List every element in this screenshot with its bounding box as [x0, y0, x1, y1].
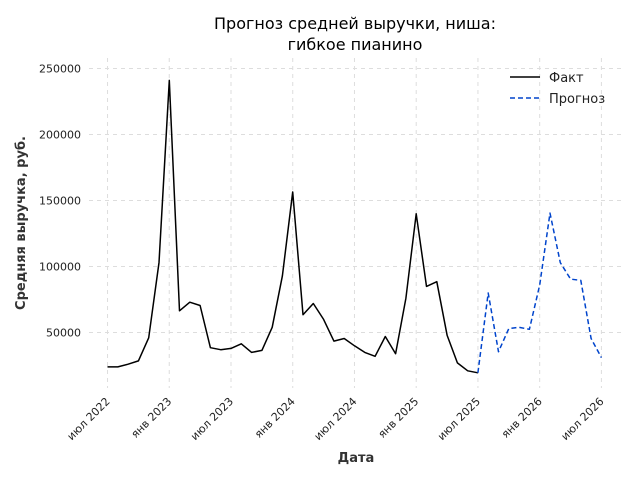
y-axis-label: Средняя выручка, руб. [14, 136, 29, 310]
x-tick-label: янв 2023 [129, 395, 175, 441]
x-axis-ticks: июл 2022 янв 2023 июл 2023 янв 2024 июл 2024… [65, 395, 607, 443]
chart-title-line-2: гибкое пианино [288, 35, 423, 54]
x-tick-label: июл 2026 [559, 395, 607, 443]
y-tick-label: 150000 [39, 195, 81, 208]
legend: Факт Прогноз [510, 71, 605, 107]
y-tick-label: 50000 [46, 327, 81, 340]
series-line-forecast [477, 212, 603, 373]
chart-title-line-1: Прогноз средней выручки, ниша: [214, 14, 496, 33]
y-tick-label: 100000 [39, 261, 81, 274]
x-tick-label: июл 2023 [188, 395, 236, 443]
series-line-fact [107, 79, 479, 374]
x-tick-label: янв 2025 [376, 395, 422, 441]
legend-forecast-label: Прогноз [549, 92, 605, 107]
series-layer [107, 79, 603, 374]
y-axis-ticks: 50000 100000 150000 200000 250000 [39, 63, 81, 340]
x-tick-label: янв 2026 [499, 395, 545, 441]
legend-fact-label: Факт [549, 71, 584, 86]
x-tick-label: янв 2024 [252, 395, 298, 441]
y-tick-label: 250000 [39, 63, 81, 76]
grid [89, 58, 622, 388]
x-tick-label: июл 2022 [65, 395, 113, 443]
x-tick-label: июл 2025 [435, 395, 483, 443]
y-tick-label: 200000 [39, 129, 81, 142]
x-axis-label: Дата [338, 451, 375, 466]
x-tick-label: июл 2024 [312, 395, 360, 443]
